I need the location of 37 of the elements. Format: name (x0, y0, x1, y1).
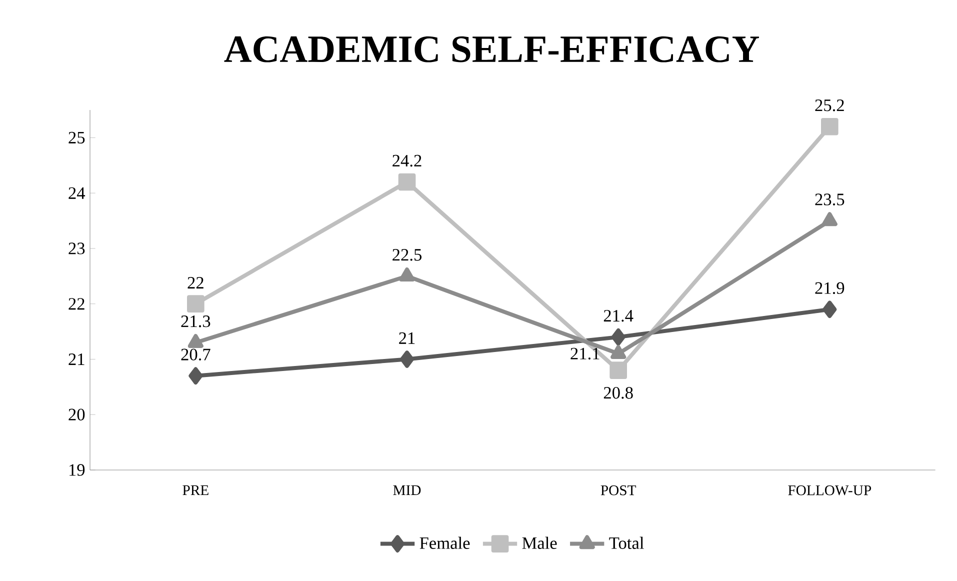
y-tick-label: 25 (68, 132, 85, 144)
data-label: 21.4 (604, 310, 634, 322)
point (400, 350, 414, 368)
y-tick-label: 22 (68, 298, 84, 310)
x-tick-label: MID (393, 485, 421, 495)
y-tick-label: 20 (68, 408, 85, 420)
data-label: 23.5 (815, 194, 844, 206)
point (822, 300, 837, 318)
legend-label: Female (420, 536, 470, 549)
data-label: 24.2 (392, 154, 422, 167)
data-label: 21.1 (570, 348, 600, 360)
data-label: 25.2 (815, 100, 844, 112)
point (188, 367, 203, 385)
point (398, 173, 416, 191)
y-tick-label: 24 (68, 187, 86, 199)
x-tick-label: PRE (182, 485, 208, 495)
point (611, 328, 626, 346)
data-label: 21 (399, 332, 415, 344)
point (610, 362, 627, 379)
data-label: 22 (188, 276, 204, 288)
data-label: 20.8 (604, 387, 633, 399)
y-tick-label: 21 (68, 353, 84, 365)
legend-label: Male (522, 536, 557, 549)
data-label: 21.3 (181, 316, 210, 328)
chart-title: ACADEMIC SELF-EFFICACY (224, 36, 759, 62)
x-tick-label: FOLLOW-UP (788, 485, 872, 496)
data-label: 20.7 (181, 348, 210, 360)
y-tick-label: 23 (68, 242, 85, 254)
y-tick-label: 19 (69, 464, 85, 476)
point (610, 345, 626, 360)
data-label: 22.5 (392, 249, 422, 261)
point (187, 295, 204, 313)
point (821, 118, 838, 136)
data-label: 21.9 (815, 282, 844, 294)
x-tick-label: POST (600, 485, 636, 496)
point (822, 212, 838, 226)
legend-label: Total (609, 536, 644, 549)
